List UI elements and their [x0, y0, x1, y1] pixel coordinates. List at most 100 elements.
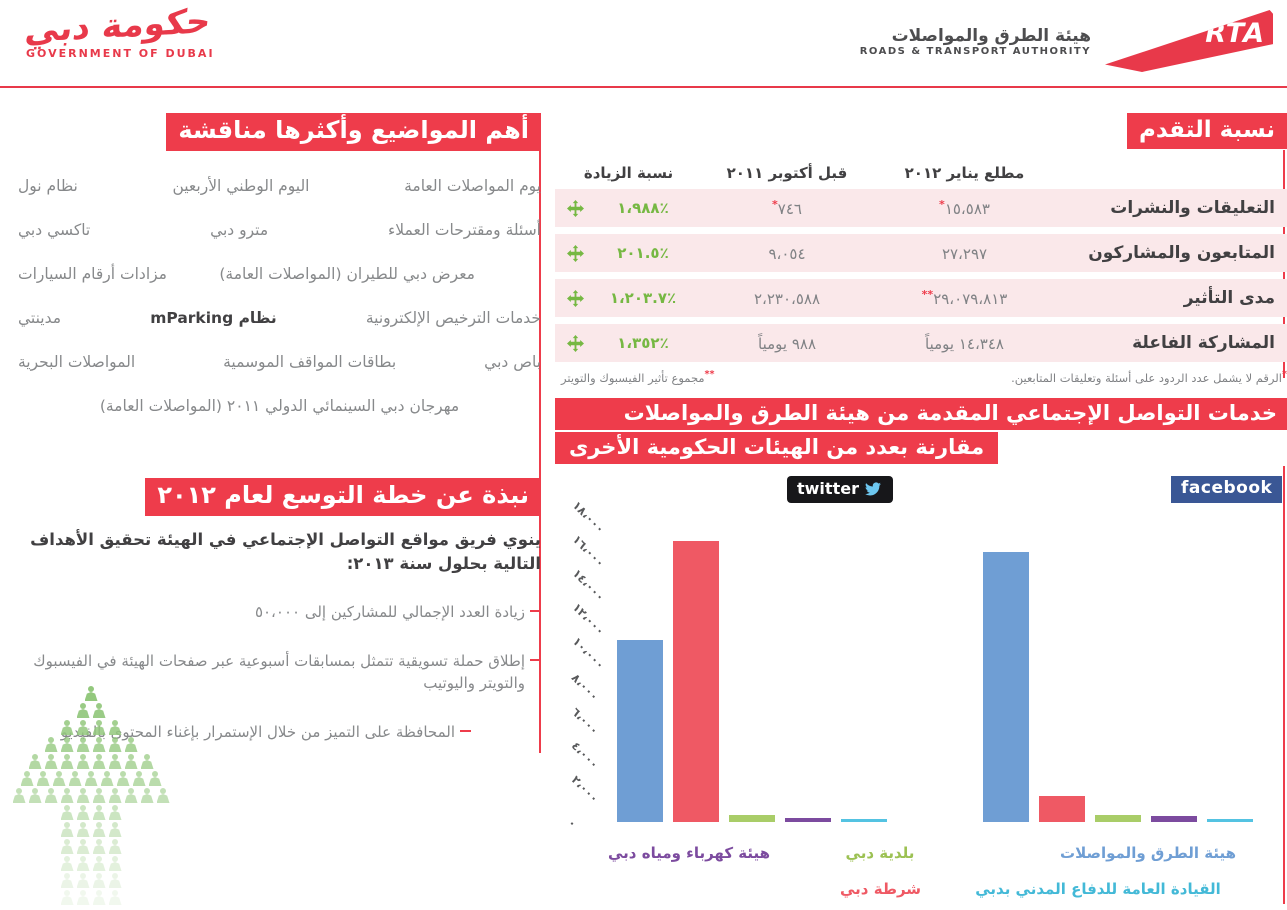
twitter-logo: twitter — [787, 476, 893, 503]
person-icon — [85, 686, 98, 702]
bar-facebook-series-4 — [1207, 819, 1253, 822]
person-icon — [77, 805, 90, 821]
jan-2012-value: ٢٧،٢٩٧ — [941, 245, 988, 264]
bar-twitter-series-3 — [785, 818, 831, 822]
table-row: المشاركة الفاعلة ١٤،٣٤٨ يومياً ٩٨٨ يوميا… — [555, 324, 1287, 363]
y-axis-tick: ١٤،٠٠٠ — [569, 566, 608, 604]
person-icon — [93, 703, 106, 719]
person-icon — [85, 771, 98, 787]
plan-bullet: المحافظة على التميز من خلال الإستمرار بإ… — [18, 721, 471, 744]
topic-item: بطاقات المواقف الموسمية — [223, 352, 397, 371]
topic-item-mparking: نظام mParking — [150, 308, 277, 327]
topics-row: معرض دبي للطيران (المواصلات العامة) مزاد… — [18, 265, 541, 283]
person-icon — [45, 754, 58, 770]
person-icon — [109, 788, 122, 804]
legend-dubai-municipality: بلدية دبي — [845, 844, 915, 862]
social-media-chart-section: خدمات التواصل الإجتماعي المقدمة من هيئة … — [555, 398, 1287, 904]
table-footnotes: *الرقم لا يشمل عدد الردود على أسئلة وتعل… — [555, 369, 1287, 385]
twitter-wordmark: twitter — [797, 479, 859, 498]
progress-table-header: مطلع يناير ٢٠١٢ قبل أكتوبر ٢٠١١ نسبة الز… — [555, 157, 1287, 189]
person-icon — [61, 839, 74, 855]
jan-2012-value: *١٥،٥٨٣ — [939, 198, 990, 219]
person-icon — [29, 788, 42, 804]
people-row — [6, 856, 176, 873]
topic-item: مدينتي — [18, 308, 62, 327]
people-row — [6, 703, 176, 720]
topic-item: المواصلات البحرية — [18, 352, 136, 371]
legend-dewa: هيئة كهرباء ومياه دبي — [607, 844, 771, 862]
y-axis-tick: ١٠،٠٠٠ — [569, 634, 608, 672]
y-axis-tick: ٦،٠٠٠ — [568, 704, 602, 738]
person-icon — [61, 873, 74, 889]
growing-audience-people-arrow-graphic — [6, 686, 176, 907]
growth-arrows-icon — [567, 199, 584, 217]
rta-abbreviation: RTA — [1205, 18, 1265, 49]
jan-2012-value: **٢٩،٠٧٩،٨١٣ — [921, 288, 1008, 309]
person-icon — [77, 720, 90, 736]
y-axis-tick: ٤،٠٠٠ — [568, 738, 602, 772]
bar-facebook-series-1 — [1039, 796, 1085, 822]
person-icon — [61, 737, 74, 753]
topics-row: يوم المواصلات العامة اليوم الوطني الأربع… — [18, 177, 541, 195]
increase-cell: ١،٢٠٣.٧٪ — [555, 289, 702, 307]
person-icon — [61, 890, 74, 906]
chart-title-line1: خدمات التواصل الإجتماعي المقدمة من هيئة … — [555, 398, 1287, 430]
chart-title-line2: مقارنة بعدد من الهيئات الحكومية الأخرى — [555, 432, 999, 464]
person-icon — [21, 771, 34, 787]
facebook-wordmark: facebook — [1181, 478, 1273, 498]
person-icon — [133, 771, 146, 787]
people-row — [6, 771, 176, 788]
row-label: المتابعون والمشاركون — [1088, 243, 1275, 264]
government-of-dubai-wordmark: GOVERNMENT OF DUBAI — [26, 47, 215, 61]
person-icon — [61, 754, 74, 770]
person-icon — [117, 771, 130, 787]
person-icon — [125, 754, 138, 770]
chart-section-divider-line — [1283, 466, 1285, 904]
person-icon — [77, 822, 90, 838]
person-icon — [93, 737, 106, 753]
person-icon — [109, 720, 122, 736]
progress-section-title: نسبة التقدم — [1127, 113, 1287, 150]
person-icon — [45, 788, 58, 804]
column-header-oct-2011: قبل أكتوبر ٢٠١١ — [726, 164, 848, 183]
person-icon — [61, 720, 74, 736]
y-axis-tick: ١٦،٠٠٠ — [569, 532, 608, 570]
person-icon — [93, 873, 106, 889]
person-icon — [109, 737, 122, 753]
person-icon — [157, 788, 170, 804]
government-of-dubai-calligraphy: حكومة دبي — [22, 1, 214, 51]
oct-2011-value: ٢،٢٣٠،٥٨٨ — [753, 290, 821, 309]
person-icon — [77, 754, 90, 770]
table-row: التعليقات والنشرات *١٥،٥٨٣ *٧٤٦ ١،٩٨٨٪ — [555, 189, 1287, 228]
person-icon — [77, 856, 90, 872]
person-icon — [93, 856, 106, 872]
person-icon — [109, 805, 122, 821]
table-row: المتابعون والمشاركون ٢٧،٢٩٧ ٩،٠٥٤ ٢٠١.٥٪ — [555, 234, 1287, 273]
increase-percentage: ٢٠١.٥٪ — [617, 244, 669, 263]
plan-intro-text: ينوي فريق مواقع التواصل الإجتماعي في اله… — [30, 529, 541, 573]
person-icon — [37, 771, 50, 787]
increase-percentage: ١،٩٨٨٪ — [617, 199, 669, 218]
rta-name-arabic: هيئة الطرق والمواصلات — [891, 25, 1091, 46]
plan-bullet: إطلاق حملة تسويقية تتمثل بمسابقات أسبوعي… — [18, 650, 541, 695]
topics-row: خدمات الترخيص الإلكترونية نظام mParking … — [18, 309, 541, 327]
topic-item: اليوم الوطني الأربعين — [172, 176, 310, 195]
people-row — [6, 686, 176, 703]
increase-cell: ١،٣٥٢٪ — [555, 334, 702, 352]
platform-logos-row: twitter facebook — [555, 476, 1287, 506]
bar-facebook-series-2 — [1095, 815, 1141, 822]
person-icon — [149, 771, 162, 787]
chart-title-line2-wrap: مقارنة بعدد من الهيئات الحكومية الأخرى — [555, 432, 1287, 464]
left-column-divider-line — [539, 113, 541, 753]
y-axis-tick: ٠ — [565, 815, 580, 831]
footnote-2: **مجموع تأثير الفيسبوك والتويتر — [561, 369, 715, 386]
column-header-increase: نسبة الزيادة — [583, 164, 674, 183]
person-icon — [93, 822, 106, 838]
topics-row: باص دبي بطاقات المواقف الموسمية المواصلا… — [18, 353, 541, 371]
people-row — [6, 890, 176, 907]
person-icon — [93, 788, 106, 804]
topic-item: باص دبي — [484, 352, 541, 371]
facebook-logo: facebook — [1171, 476, 1283, 503]
person-icon — [77, 788, 90, 804]
person-icon — [125, 737, 138, 753]
